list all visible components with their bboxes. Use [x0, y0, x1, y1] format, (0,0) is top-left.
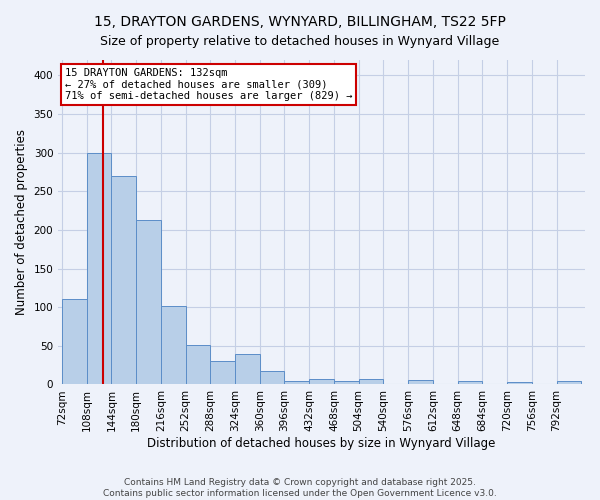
Text: Contains HM Land Registry data © Crown copyright and database right 2025.
Contai: Contains HM Land Registry data © Crown c…	[103, 478, 497, 498]
Bar	[408, 380, 433, 384]
Bar	[161, 306, 185, 384]
Bar	[112, 176, 136, 384]
X-axis label: Distribution of detached houses by size in Wynyard Village: Distribution of detached houses by size …	[148, 437, 496, 450]
Bar	[210, 362, 235, 384]
Bar	[507, 382, 532, 384]
Bar	[557, 380, 581, 384]
Bar	[359, 379, 383, 384]
Bar	[185, 345, 210, 385]
Bar	[136, 220, 161, 384]
Bar	[458, 380, 482, 384]
Y-axis label: Number of detached properties: Number of detached properties	[15, 129, 28, 315]
Bar	[309, 379, 334, 384]
Bar	[334, 380, 359, 384]
Bar	[284, 380, 309, 384]
Text: Size of property relative to detached houses in Wynyard Village: Size of property relative to detached ho…	[100, 35, 500, 48]
Bar	[235, 354, 260, 384]
Bar	[260, 372, 284, 384]
Text: 15 DRAYTON GARDENS: 132sqm
← 27% of detached houses are smaller (309)
71% of sem: 15 DRAYTON GARDENS: 132sqm ← 27% of deta…	[65, 68, 352, 101]
Text: 15, DRAYTON GARDENS, WYNYARD, BILLINGHAM, TS22 5FP: 15, DRAYTON GARDENS, WYNYARD, BILLINGHAM…	[94, 15, 506, 29]
Bar	[62, 300, 86, 384]
Bar	[86, 152, 112, 384]
